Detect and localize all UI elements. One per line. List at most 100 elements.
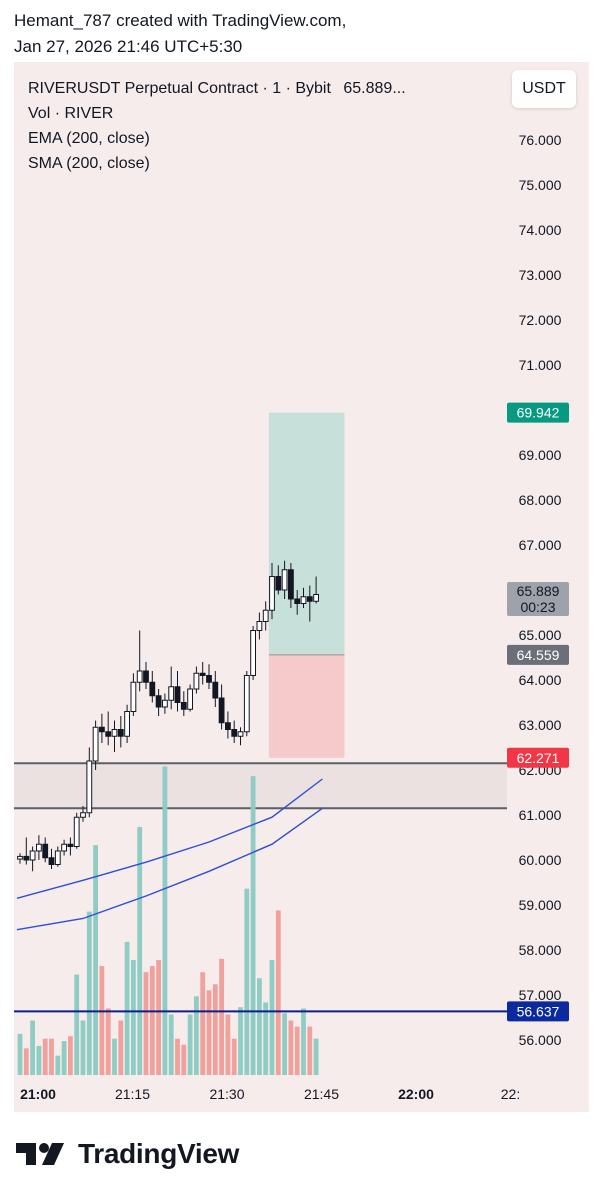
- y-tick-label: 57.000: [519, 987, 562, 1003]
- volume-bar: [168, 1014, 174, 1075]
- volume-bar: [175, 1038, 180, 1075]
- y-tick-label: 74.000: [519, 222, 562, 238]
- volume-bar: [93, 845, 98, 1075]
- volume-bar: [86, 911, 92, 1075]
- candle-body: [243, 675, 250, 733]
- legend-volume[interactable]: Vol · RIVER: [28, 105, 114, 122]
- candle-body: [288, 569, 294, 600]
- volume-bar: [162, 766, 168, 1075]
- candle-body: [99, 726, 105, 733]
- candle-body: [269, 576, 275, 611]
- y-tick-label: 63.000: [519, 717, 562, 733]
- volume-bar: [80, 1020, 86, 1075]
- x-tick-label: 21:15: [115, 1086, 150, 1102]
- volume-bar: [307, 1026, 313, 1075]
- x-tick-label: 21:00: [20, 1086, 56, 1102]
- candle-body: [256, 621, 263, 631]
- x-tick-label: 22:: [501, 1086, 520, 1102]
- price-tag-entry: [507, 644, 569, 665]
- volume-bar: [282, 1013, 287, 1075]
- support-zone: [14, 763, 507, 809]
- candle-body: [61, 843, 68, 852]
- legend-sma[interactable]: SMA (200, close): [28, 155, 150, 172]
- volume-bar: [118, 1020, 124, 1075]
- volume-bar: [156, 960, 161, 1075]
- candle-body: [168, 686, 175, 701]
- candle-body: [80, 812, 86, 818]
- volume-bar: [294, 1026, 300, 1075]
- timestamp-line: Jan 27, 2026 21:46 UTC+5:30: [14, 37, 243, 56]
- y-tick-label: 56.000: [519, 1032, 562, 1048]
- y-tick-label: 58.000: [519, 942, 562, 958]
- price-tag-target: [507, 402, 569, 423]
- candle-body: [29, 850, 36, 861]
- candle-body: [17, 855, 23, 860]
- volume-bar: [137, 826, 143, 1075]
- candle-body: [275, 576, 282, 591]
- price-tag-stop: [507, 747, 569, 768]
- candle-body: [262, 609, 269, 622]
- candle-body: [206, 675, 212, 683]
- sma-200-line: [16, 807, 323, 931]
- legend-symbol[interactable]: RIVERUSDT Perpetual Contract · 1 · Bybit: [28, 80, 331, 97]
- volume-bar: [194, 996, 199, 1075]
- currency-button[interactable]: USDT: [512, 70, 576, 108]
- candle-body: [36, 843, 42, 852]
- candle-body: [212, 681, 219, 699]
- legend-symbol-row[interactable]: RIVERUSDT Perpetual Contract · 1 · Bybit…: [28, 76, 406, 101]
- y-tick-label: 68.000: [519, 492, 562, 508]
- legend-price: 65.889...: [343, 80, 406, 97]
- volume-bar: [200, 972, 206, 1075]
- volume-bar: [49, 1038, 54, 1075]
- volume-bar: [99, 966, 105, 1075]
- candle-body: [237, 731, 244, 737]
- volume-bar: [269, 960, 275, 1075]
- candle-body: [231, 729, 238, 737]
- volume-bar: [105, 1008, 111, 1075]
- volume-bar: [231, 1038, 237, 1075]
- x-tick-label: 21:30: [209, 1086, 244, 1102]
- volume-bar: [143, 972, 149, 1075]
- candle-body: [300, 596, 307, 604]
- candle-body: [225, 722, 231, 730]
- candle-body: [42, 843, 49, 859]
- candle-body: [199, 672, 206, 676]
- y-tick-label: 61.000: [519, 807, 562, 823]
- y-tick-label: 60.000: [519, 852, 562, 868]
- volume-bar: [61, 1041, 67, 1075]
- volume-bar: [36, 1045, 42, 1075]
- x-tick-label: 22:00: [398, 1086, 434, 1102]
- volume-bar: [219, 958, 224, 1075]
- volume-bar: [42, 1038, 48, 1075]
- price-tag-stop-label: 62.271: [517, 750, 560, 766]
- candle-body: [313, 594, 320, 602]
- volume-bar: [124, 941, 130, 1075]
- volume-bar: [313, 1038, 319, 1075]
- candle-body: [281, 569, 288, 591]
- candle-body: [187, 688, 193, 710]
- y-tick-label: 69.000: [519, 447, 562, 463]
- price-tag-target-label: 69.942: [517, 405, 560, 421]
- volume-bar: [17, 1033, 23, 1075]
- footer: TradingView: [14, 1138, 239, 1170]
- y-tick-label: 75.000: [519, 177, 562, 193]
- tradingview-logo-icon: [16, 1143, 64, 1165]
- candle-body: [48, 857, 55, 865]
- volume-bar: [206, 990, 212, 1075]
- y-tick-label: 59.000: [519, 897, 562, 913]
- volume-bar: [149, 966, 155, 1075]
- volume-bar: [68, 1036, 73, 1075]
- volume-bar: [238, 1007, 243, 1075]
- y-tick-label: 64.000: [519, 672, 562, 688]
- price-tag-last-price-label: 65.889: [517, 583, 560, 599]
- volume-bar: [131, 960, 136, 1075]
- candle-body: [92, 726, 99, 762]
- volume-bar: [74, 974, 80, 1075]
- volume-bar: [55, 1055, 61, 1075]
- volume-bar: [244, 888, 250, 1075]
- volume-bar: [257, 978, 262, 1075]
- header: Hemant_787 created with TradingView.com,…: [14, 8, 346, 60]
- legend-ema[interactable]: EMA (200, close): [28, 130, 150, 147]
- plot-group: [16, 560, 323, 1075]
